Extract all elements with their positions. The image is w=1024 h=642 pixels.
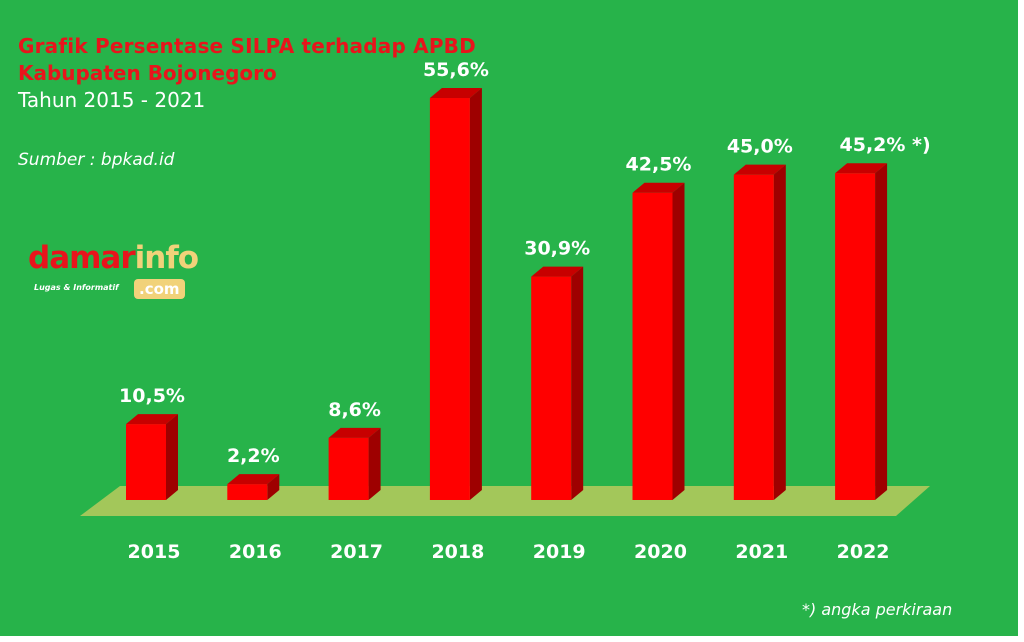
x-tick-label: 2017 — [330, 541, 383, 563]
bar-front — [835, 173, 876, 501]
x-tick-label: 2019 — [533, 541, 586, 563]
bar-top — [429, 88, 482, 99]
chart-title-line1: Grafik Persentase SILPA terhadap APBD — [18, 34, 476, 58]
bar-2018 — [429, 88, 482, 501]
x-tick-label: 2015 — [128, 541, 181, 563]
bar-side — [267, 474, 280, 500]
logo-wordmark: damarinfo — [28, 240, 199, 276]
bar-top — [328, 427, 381, 438]
bar-group — [126, 88, 888, 501]
bar-side — [672, 182, 685, 500]
bar-top — [531, 266, 584, 277]
bar-2017 — [328, 427, 381, 500]
bar-top — [733, 164, 786, 175]
logo-tagline: Lugas & Informatif — [34, 283, 119, 292]
bar-front — [126, 424, 166, 500]
bar-side — [875, 163, 888, 501]
x-tick-label: 2022 — [837, 541, 890, 563]
bar-side — [571, 266, 584, 500]
chart-title-line3: Tahun 2015 - 2021 — [18, 88, 206, 112]
bar-top — [126, 414, 178, 425]
value-label: 55,6% — [423, 59, 489, 81]
bar-2015 — [126, 414, 178, 500]
logo-part-info: info — [134, 240, 199, 276]
bar-front — [531, 276, 572, 500]
x-tick-label: 2018 — [431, 541, 484, 563]
logo-com-badge: .com — [134, 279, 185, 299]
bar-2019 — [531, 266, 584, 500]
footnote-label: *) angka perkiraan — [802, 600, 953, 619]
x-tick-label: 2016 — [229, 541, 282, 563]
bar-2021 — [733, 164, 786, 500]
value-label: 42,5% — [626, 154, 692, 176]
bar-front — [328, 437, 369, 500]
value-label: 45,0% — [727, 136, 793, 158]
value-label: 8,6% — [328, 399, 381, 421]
x-tick-label: 2020 — [634, 541, 687, 563]
source-label: Sumber : bpkad.id — [18, 150, 175, 170]
bar-side — [368, 427, 381, 500]
bar-2020 — [632, 182, 685, 500]
x-axis-labels: 2015 2016 2017 2018 2019 2020 2021 2022 — [128, 541, 890, 563]
bar-2016 — [227, 474, 280, 500]
bar-top — [227, 474, 280, 485]
bar-front — [429, 98, 470, 501]
bar-side — [469, 88, 482, 501]
damarinfo-logo: damarinfo Lugas & Informatif .com — [28, 240, 199, 304]
bar-front — [632, 192, 673, 500]
bar-side — [773, 164, 786, 500]
value-label-group: 10,5% 2,2% 8,6% 55,6% 30,9% 42,5% 45,0% 45,2% *… — [119, 59, 931, 467]
bar-top — [632, 182, 685, 193]
bar-2022 — [835, 163, 888, 501]
value-label: 30,9% — [524, 238, 590, 260]
value-label: 10,5% — [119, 385, 185, 407]
bar-front — [227, 484, 268, 500]
bar-front — [733, 174, 774, 500]
chart-floor — [80, 486, 930, 516]
x-tick-label: 2021 — [735, 541, 788, 563]
logo-part-damar: damar — [28, 240, 136, 276]
bar-top — [835, 163, 888, 174]
value-label: 2,2% — [227, 445, 280, 467]
chart-title-line2: Kabupaten Bojonegoro — [18, 61, 277, 85]
value-label: 45,2% *) — [840, 134, 931, 156]
bar-side — [166, 414, 178, 500]
